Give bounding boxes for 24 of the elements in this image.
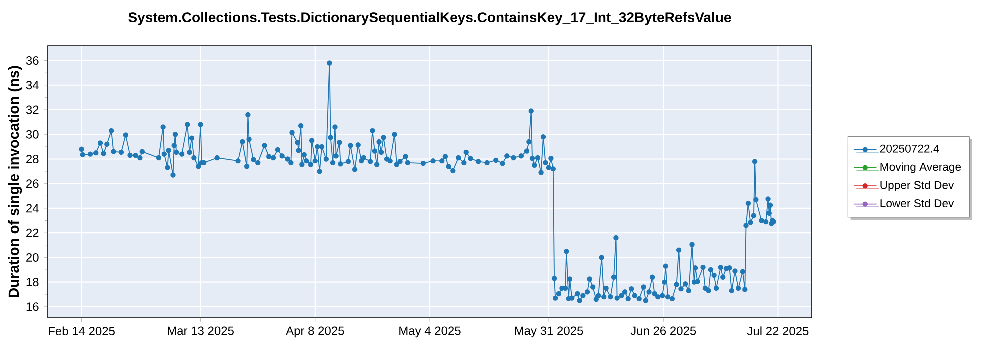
y-tick-label: 18 xyxy=(26,278,39,287)
legend-label: Moving Average xyxy=(880,162,962,174)
y-axis-title: Duration of single invocation (ns) xyxy=(8,66,22,298)
y-tick-label: 32 xyxy=(26,106,39,114)
x-tick-label: May 31 2025 xyxy=(515,326,584,338)
x-tick-label: May 4 2025 xyxy=(400,326,461,338)
x-tick-label: Mar 13 2025 xyxy=(168,326,234,336)
x-tick-label: Apr 8 2025 xyxy=(286,326,344,338)
x-tick-label: Jul 22 2025 xyxy=(747,326,809,336)
y-tick-label: 16 xyxy=(26,302,39,312)
legend-label: 20250722.4 xyxy=(880,144,940,153)
x-tick-label: Jun 26 2025 xyxy=(630,326,696,336)
y-tick-label: 22 xyxy=(26,228,39,238)
y-tick-label: 30 xyxy=(26,130,39,139)
y-tick-label: 26 xyxy=(26,180,39,188)
y-tick-label: 20 xyxy=(26,253,39,262)
y-tick-label: 24 xyxy=(26,204,39,213)
y-tick-label: 34 xyxy=(26,81,39,90)
y-tick-label: 36 xyxy=(26,56,39,66)
legend-label: Lower Std Dev xyxy=(880,199,954,208)
y-tick-label: 28 xyxy=(26,154,39,164)
chart-title: System.Collections.Tests.DictionarySequentialKeys.ContainsKey_17_Int_32ByteRefsValue xyxy=(128,12,732,26)
x-tick-label: Feb 14 2025 xyxy=(49,326,115,336)
legend-label: Upper Std Dev xyxy=(880,180,954,192)
